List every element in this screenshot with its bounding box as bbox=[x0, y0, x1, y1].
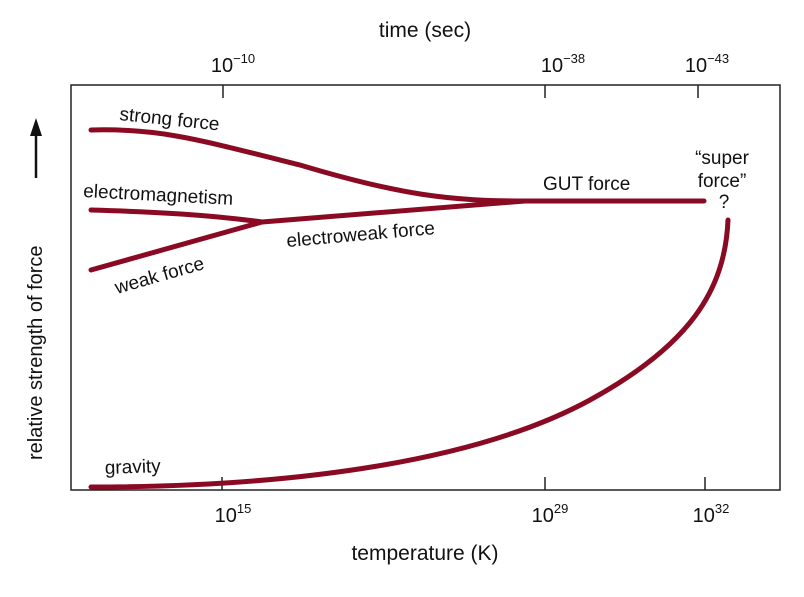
series-strong-force bbox=[88, 127, 528, 204]
bottom-tick-label-1: 1015 bbox=[215, 501, 252, 527]
bottom-axis-label: temperature (K) bbox=[351, 542, 498, 565]
series-gravity bbox=[88, 217, 731, 490]
bottom-tick-label-2: 1029 bbox=[532, 501, 569, 527]
series-weak-force bbox=[88, 219, 265, 273]
label-question-mark: ? bbox=[719, 192, 730, 213]
series-electromagnetism bbox=[88, 207, 265, 225]
plot-frame bbox=[70, 84, 781, 491]
label-electroweak-force: electroweak force bbox=[286, 218, 436, 252]
y-axis-arrow-icon bbox=[30, 118, 42, 178]
label-super-force-line1: “super bbox=[695, 148, 750, 169]
series-electroweak-force bbox=[259, 198, 528, 225]
y-axis-label: relative strength of force bbox=[25, 245, 47, 460]
top-axis-label: time (sec) bbox=[379, 19, 471, 42]
label-gut-force: GUT force bbox=[543, 174, 630, 195]
top-tick-label-3: 10−43 bbox=[685, 51, 729, 77]
label-super-force-line2: force” bbox=[698, 171, 747, 192]
label-gravity: gravity bbox=[104, 456, 161, 479]
top-tick-label-2: 10−38 bbox=[541, 51, 585, 77]
bottom-tick-label-3: 1032 bbox=[693, 501, 730, 527]
top-tick-label-1: 10−10 bbox=[211, 51, 255, 77]
label-electromagnetism: electromagnetism bbox=[83, 181, 234, 210]
